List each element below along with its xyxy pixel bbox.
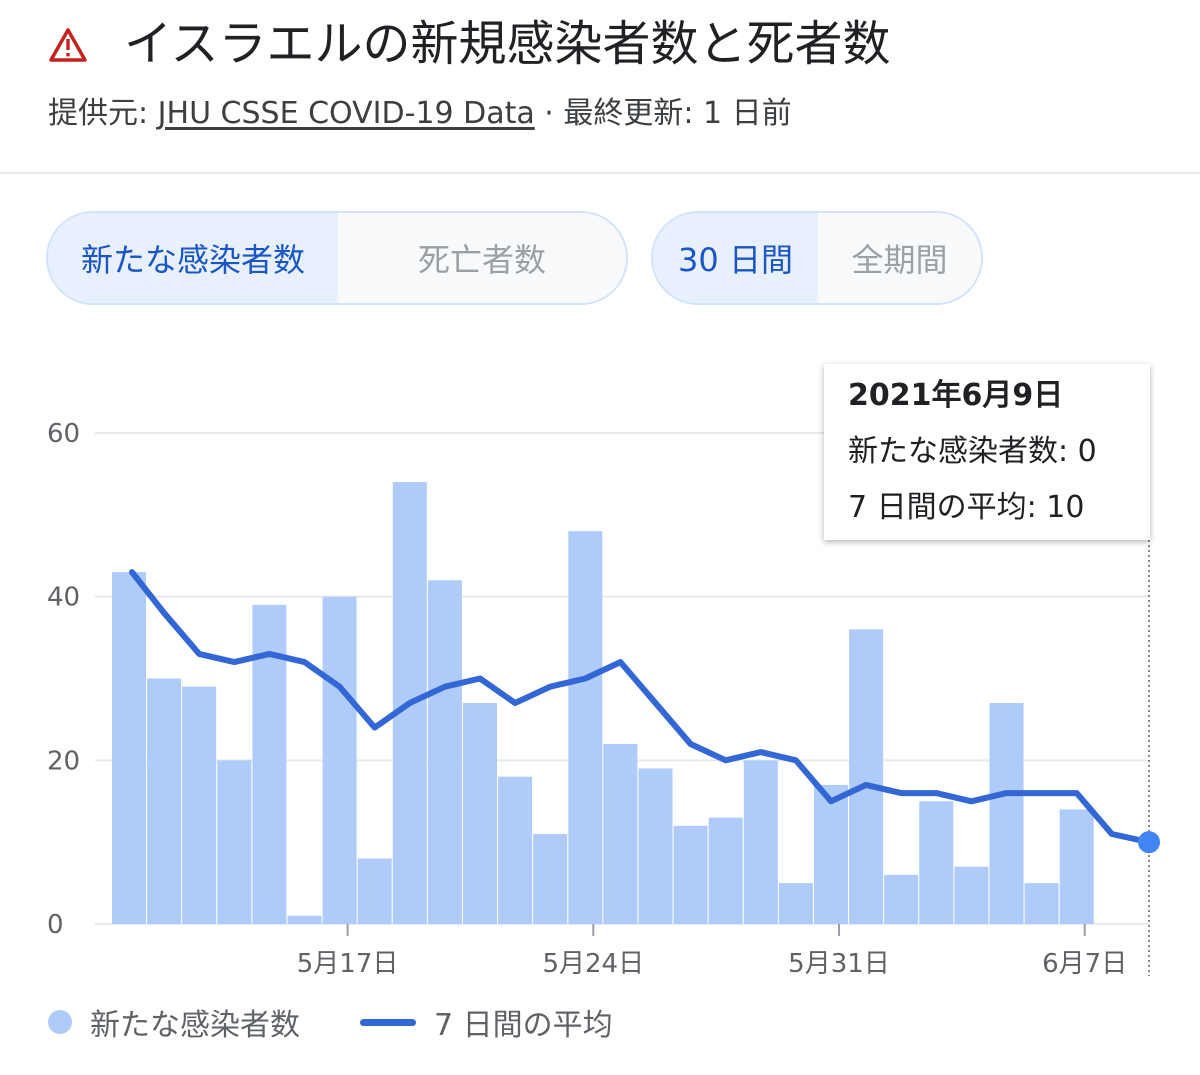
bar[interactable] xyxy=(568,531,603,924)
bar[interactable] xyxy=(673,825,708,924)
legend-cases-label: 新たな感染者数 xyxy=(90,1008,300,1043)
x-tick-label: 6月7日 xyxy=(1042,949,1127,979)
header: イスラエルの新規感染者数と死者数 提供元: JHU CSSE COVID-19 … xyxy=(0,0,1200,172)
x-tick-label: 5月31日 xyxy=(788,949,890,979)
updated-text: · 最終更新: 1 日前 xyxy=(534,96,792,131)
page-title: イスラエルの新規感染者数と死者数 xyxy=(124,16,891,72)
x-tick-label: 5月24日 xyxy=(542,949,644,979)
tab-all-time[interactable]: 全期間 xyxy=(818,213,981,303)
tab-new-cases[interactable]: 新たな感染者数 xyxy=(48,213,338,303)
tab-deaths[interactable]: 死亡者数 xyxy=(338,213,626,303)
bar[interactable] xyxy=(322,596,357,924)
source-prefix: 提供元: xyxy=(48,96,158,131)
hover-point[interactable] xyxy=(1138,831,1160,854)
bar[interactable] xyxy=(147,678,182,925)
bar[interactable] xyxy=(427,580,462,924)
bar[interactable] xyxy=(708,817,743,924)
bar[interactable] xyxy=(638,768,673,924)
chart-legend: 新たな感染者数 7 日間の平均 xyxy=(48,1000,613,1044)
bar[interactable] xyxy=(533,833,568,924)
bar[interactable] xyxy=(743,760,778,924)
bar[interactable] xyxy=(287,915,322,924)
metric-toggle: 新たな感染者数 死亡者数 xyxy=(46,211,628,305)
y-tick-label: 20 xyxy=(47,746,80,776)
bar[interactable] xyxy=(1059,809,1094,924)
tab-30-days[interactable]: 30 日間 xyxy=(653,213,818,303)
legend-cases-swatch xyxy=(48,1010,72,1034)
header-divider xyxy=(0,172,1200,174)
tooltip-new-cases: 新たな感染者数: 0 xyxy=(848,434,1097,469)
average-line[interactable] xyxy=(129,569,1152,846)
bar[interactable] xyxy=(849,629,884,924)
bar[interactable] xyxy=(463,703,497,924)
legend-average-swatch xyxy=(360,1018,416,1026)
bar[interactable] xyxy=(112,572,146,924)
bar[interactable] xyxy=(1024,883,1059,924)
bar[interactable] xyxy=(357,858,392,924)
tooltip-date: 2021年6月9日 xyxy=(848,378,1064,413)
bar[interactable] xyxy=(919,801,954,924)
y-tick-label: 40 xyxy=(47,583,80,613)
source-link[interactable]: JHU CSSE COVID-19 Data xyxy=(157,96,535,131)
x-tick-label: 5月17日 xyxy=(297,949,399,979)
cases-chart[interactable]: 0 20 40 60 5月17日 5月24日 5月31日 6月7日 xyxy=(0,340,1200,990)
y-tick-label: 60 xyxy=(47,419,80,449)
bar[interactable] xyxy=(989,703,1024,924)
y-tick-label: 0 xyxy=(47,910,64,940)
range-toggle: 30 日間 全期間 xyxy=(651,211,983,305)
tooltip-average: 7 日間の平均: 10 xyxy=(848,490,1085,525)
bar[interactable] xyxy=(498,776,533,924)
bar[interactable] xyxy=(182,686,217,924)
legend-average-label: 7 日間の平均 xyxy=(434,1008,613,1043)
warning-triangle-icon xyxy=(49,28,87,62)
bar[interactable] xyxy=(217,760,252,924)
source-line: 提供元: JHU CSSE COVID-19 Data · 最終更新: 1 日前 xyxy=(48,94,792,134)
bar[interactable] xyxy=(884,874,919,924)
bar[interactable] xyxy=(954,866,989,924)
bar[interactable] xyxy=(814,784,848,924)
chart-tooltip: 2021年6月9日 新たな感染者数: 0 7 日間の平均: 10 xyxy=(824,364,1150,540)
bar[interactable] xyxy=(603,743,638,924)
bar[interactable] xyxy=(778,883,813,924)
